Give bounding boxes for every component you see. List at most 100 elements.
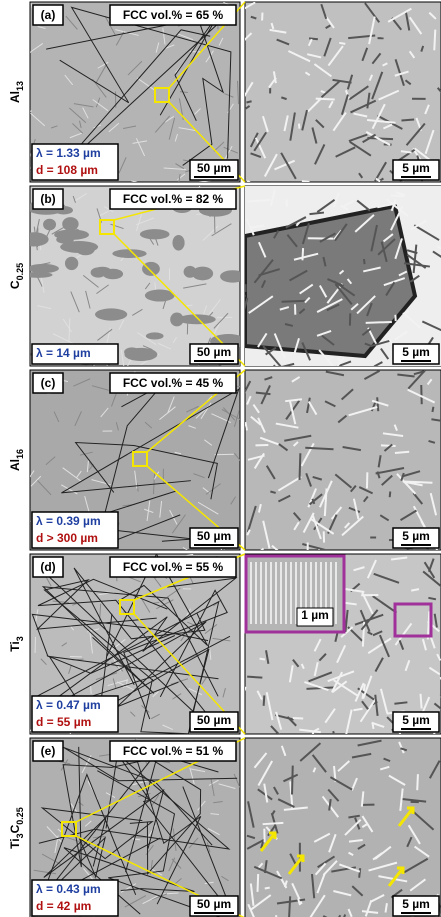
texture-line <box>302 181 310 182</box>
texture-line <box>401 151 412 152</box>
phase-blob <box>170 313 183 327</box>
texture-line <box>293 718 303 719</box>
grain-size: d = 55 µm <box>36 715 91 729</box>
texture-line <box>421 694 422 709</box>
texture-line <box>391 195 405 196</box>
fcc-fraction: FCC vol.% = 45 % <box>123 376 224 390</box>
texture-line <box>246 101 251 102</box>
texture-line <box>395 452 409 453</box>
panel-letter: (e) <box>41 744 56 758</box>
panel-letter: (a) <box>41 8 56 22</box>
panel-letter: (d) <box>40 560 55 574</box>
texture-line <box>432 407 433 412</box>
texture-line <box>263 823 284 824</box>
label-sub: 13 <box>15 81 25 91</box>
scale-label: 5 µm <box>402 897 430 911</box>
texture-line <box>394 702 407 703</box>
texture-line <box>401 120 414 121</box>
phase-blob <box>91 267 106 277</box>
lambda: λ = 1.33 µm <box>36 146 101 160</box>
scale-label: 50 µm <box>197 713 231 727</box>
label-text: Al <box>8 459 22 471</box>
label-text: C <box>8 824 22 833</box>
phase-blob <box>56 236 74 244</box>
lambda: λ = 0.43 µm <box>36 882 101 896</box>
phase-blob <box>220 270 245 282</box>
row-label: Al13 <box>8 81 25 103</box>
texture-line <box>364 259 365 264</box>
row-label: Ti3C0.25 <box>8 807 25 849</box>
label-sub: 16 <box>15 449 25 459</box>
lambda: λ = 0.39 µm <box>36 514 101 528</box>
texture-line <box>316 99 335 100</box>
texture-line <box>339 43 345 44</box>
fcc-fraction: FCC vol.% = 55 % <box>123 560 224 574</box>
texture-line <box>386 903 387 912</box>
label-text: Al <box>8 91 22 103</box>
label-text: C <box>8 280 22 289</box>
phase-blob <box>172 235 184 251</box>
inset-scale-label: 1 µm <box>301 608 329 622</box>
fcc-fraction: FCC vol.% = 51 % <box>123 744 224 758</box>
texture-line <box>300 453 301 480</box>
texture-line <box>377 397 378 411</box>
label-sub: 0.25 <box>15 263 25 281</box>
texture-line <box>359 868 360 878</box>
texture-line <box>282 301 308 302</box>
texture-line <box>390 492 391 498</box>
scale-label: 5 µm <box>402 713 430 727</box>
label-text: Ti <box>8 838 22 848</box>
texture-line <box>187 554 194 555</box>
phase-blob <box>95 308 127 320</box>
texture-line <box>91 685 92 694</box>
lambda: λ = 0.47 µm <box>36 698 101 712</box>
grain-size: d = 108 µm <box>36 163 98 177</box>
texture-line <box>434 30 435 51</box>
texture-line <box>289 896 290 917</box>
texture-line <box>270 492 275 493</box>
texture-line <box>258 874 259 892</box>
phase-blob <box>124 348 157 361</box>
panel-letter: (b) <box>40 192 55 206</box>
texture-line <box>299 124 300 129</box>
row-label: C0.25 <box>8 263 25 289</box>
grain-size: d > 300 µm <box>36 531 98 545</box>
texture-line <box>264 695 265 705</box>
row-label: Al16 <box>8 449 25 471</box>
phase-blob <box>192 267 213 281</box>
texture-line <box>260 659 265 660</box>
scale-label: 5 µm <box>402 529 430 543</box>
phase-blob <box>146 332 164 339</box>
scale-label: 50 µm <box>197 529 231 543</box>
fcc-fraction: FCC vol.% = 65 % <box>123 8 224 22</box>
lambda: λ = 14 µm <box>36 346 91 360</box>
scale-label: 5 µm <box>402 161 430 175</box>
texture-line <box>265 888 270 889</box>
phase-blob <box>19 232 49 246</box>
scale-label: 5 µm <box>402 345 430 359</box>
grain-size: d = 42 µm <box>36 899 91 913</box>
phase-blob <box>28 264 59 273</box>
row-label: Ti3 <box>8 636 25 651</box>
texture-line <box>309 38 318 39</box>
scale-label: 50 µm <box>197 897 231 911</box>
phase-blob <box>43 219 56 231</box>
phase-blob <box>62 217 78 231</box>
label-sub: 0.25 <box>15 807 25 825</box>
panel-letter: (c) <box>41 376 56 390</box>
micrograph-right <box>245 2 441 182</box>
scale-label: 50 µm <box>197 161 231 175</box>
phase-blob <box>76 243 95 256</box>
label-text: Ti <box>8 641 22 651</box>
texture-line <box>292 766 293 795</box>
fcc-fraction: FCC vol.% = 82 % <box>123 192 224 206</box>
phase-blob <box>65 257 78 270</box>
texture-line <box>366 322 392 323</box>
figure: Al13(a)FCC vol.% = 65 %λ = 1.33 µmd = 10… <box>0 0 441 917</box>
texture-line <box>247 677 262 678</box>
phase-blob <box>140 229 170 239</box>
texture-line <box>417 774 418 790</box>
scale-label: 50 µm <box>197 345 231 359</box>
texture-line <box>381 445 396 446</box>
label-sub: 3 <box>15 636 25 641</box>
